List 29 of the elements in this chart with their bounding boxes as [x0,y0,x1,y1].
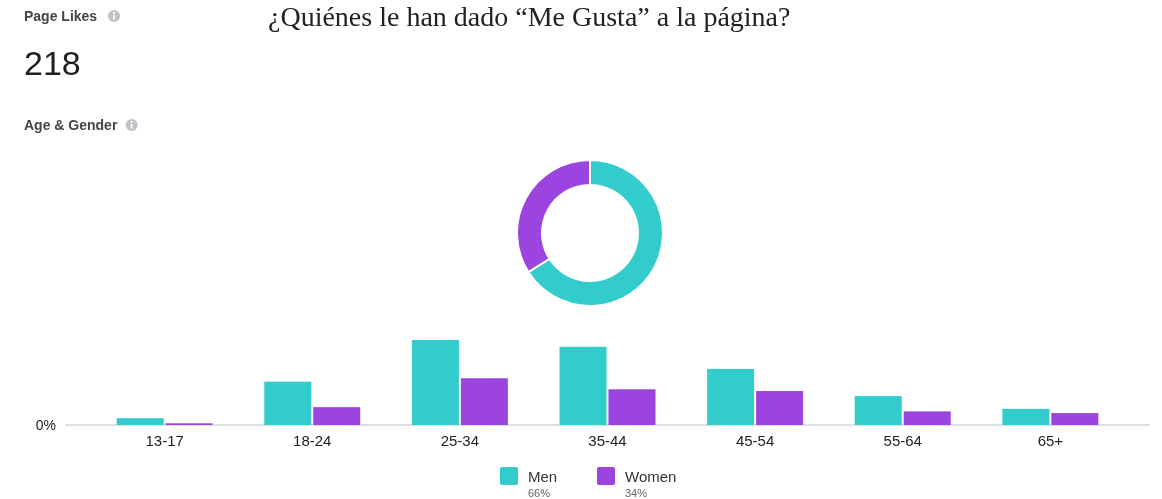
bar [411,340,459,425]
bar [559,346,607,425]
text: Age & Gender [24,117,118,133]
bar [707,368,755,425]
text: 0% [35,417,56,433]
bar [313,407,361,425]
data-label: 66% [528,487,551,499]
bar [264,381,312,425]
bar [608,389,656,425]
x-tick-label: 18-24 [293,432,332,449]
x-tick-label: 35-44 [588,432,627,449]
bar [1051,413,1099,425]
bar [854,396,902,425]
bar [903,411,951,425]
legend-label: Men [528,468,558,485]
x-tick-label: 13-17 [145,432,184,449]
bar [1002,408,1050,425]
x-tick-label: 45-54 [735,432,775,449]
text: 218 [24,44,81,82]
x-tick-label: 65+ [1037,432,1064,449]
bar [460,378,508,425]
legend-label: Women [625,468,677,485]
x-tick-label: 25-34 [440,432,480,449]
bar [756,391,804,425]
bar [116,418,164,425]
x-tick-label: 55-64 [883,432,922,449]
data-label: 34% [625,487,648,499]
text: Page Likes [24,8,98,24]
text: ¿Quiénes le han dado “Me Gusta” a la página? [268,1,791,32]
